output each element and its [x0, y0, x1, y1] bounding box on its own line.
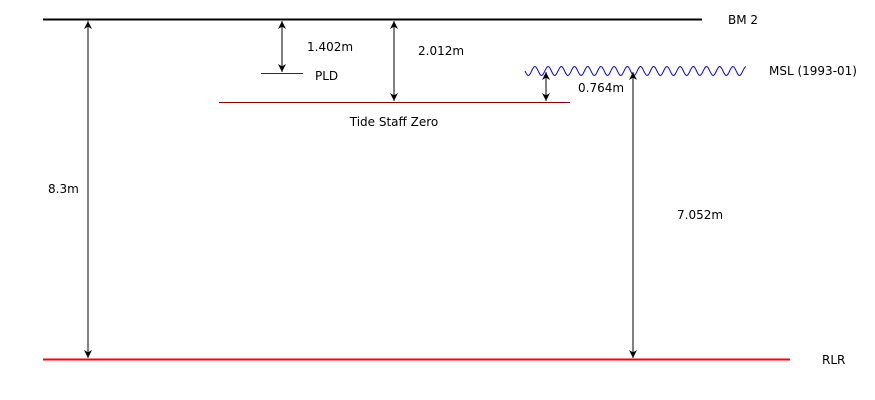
msl-to-rlr-value: 7.052m	[677, 208, 723, 222]
bm2-to-pld-value: 1.402m	[307, 40, 353, 54]
bm2-to-tsz-value: 2.012m	[418, 44, 464, 58]
pld-label: PLD	[315, 69, 338, 83]
msl-label: MSL (1993-01)	[769, 64, 857, 78]
tsz-to-msl-value: 0.764m	[578, 81, 624, 95]
msl-wave-line	[524, 65, 747, 77]
bm2-label: BM 2	[728, 13, 758, 27]
rlr-label: RLR	[822, 353, 845, 367]
tide-staff-zero-label: Tide Staff Zero	[349, 115, 438, 129]
bm2-to-rlr-value: 8.3m	[48, 182, 79, 196]
